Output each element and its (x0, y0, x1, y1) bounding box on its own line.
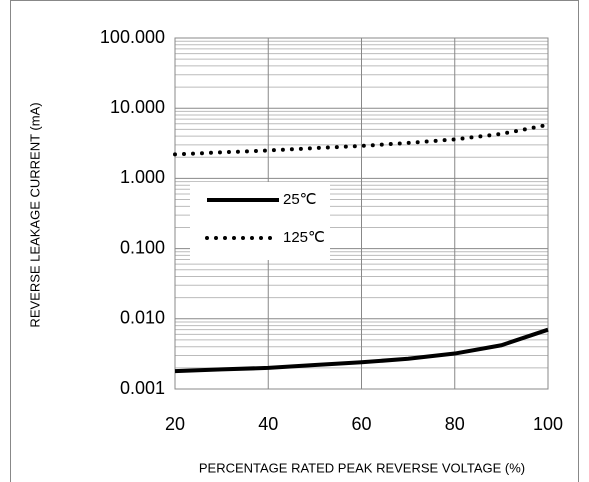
legend-box (190, 182, 330, 260)
y-axis-label: REVERSE LEAKAGE CURRENT (mA) (27, 102, 42, 327)
plot-border (174, 37, 549, 390)
y-tick-label: 0.100 (120, 237, 165, 257)
x-tick-label: 40 (258, 414, 278, 434)
y-tick-label: 0.010 (120, 308, 165, 328)
x-tick-label: 100 (533, 414, 563, 434)
legend: 25℃ 125℃ (190, 182, 330, 260)
y-tick-label: 100.000 (100, 27, 165, 47)
x-tick-label: 20 (165, 414, 185, 434)
line-series (173, 122, 550, 157)
legend-label: 25℃ (283, 191, 317, 208)
x-tick-label: 60 (351, 414, 371, 434)
y-tick-label: 0.001 (120, 378, 165, 398)
x-axis-label: PERCENTAGE RATED PEAK REVERSE VOLTAGE (%… (199, 460, 525, 475)
y-tick-label: 1.000 (120, 167, 165, 187)
line-series (174, 327, 549, 374)
legend-label: 125℃ (283, 229, 325, 246)
frame (10, 0, 579, 482)
y-tick-label: 10.000 (110, 97, 165, 117)
x-tick-label: 80 (445, 414, 465, 434)
